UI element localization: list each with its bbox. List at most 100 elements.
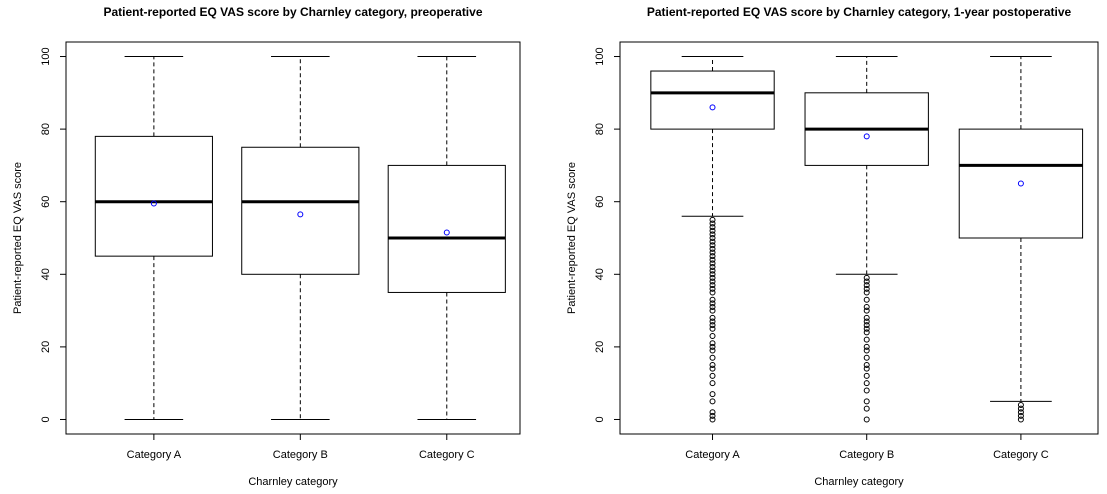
outlier xyxy=(709,409,716,416)
chart-title: Patient-reported EQ VAS score by Charnle… xyxy=(647,5,1072,19)
outlier xyxy=(863,398,870,405)
y-tick-label: 100 xyxy=(594,47,606,65)
outlier xyxy=(1017,405,1024,412)
outlier xyxy=(863,285,870,292)
y-tick-label: 0 xyxy=(40,416,52,422)
outlier xyxy=(709,300,716,307)
outlier xyxy=(709,242,716,249)
outlier xyxy=(709,307,716,314)
chart-title: Patient-reported EQ VAS score by Charnle… xyxy=(103,5,482,19)
outlier xyxy=(709,365,716,372)
outlier xyxy=(709,271,716,278)
outlier xyxy=(709,343,716,350)
mean xyxy=(1017,180,1024,187)
mean xyxy=(150,200,157,207)
outlier xyxy=(709,231,716,238)
outlier xyxy=(863,387,870,394)
outlier xyxy=(709,314,716,321)
y-tick-label: 20 xyxy=(40,341,52,353)
mean xyxy=(863,133,870,140)
outlier xyxy=(709,398,716,405)
outlier xyxy=(709,245,716,252)
outlier xyxy=(709,274,716,281)
outlier xyxy=(863,289,870,296)
x-axis-label: Charnley category xyxy=(814,476,904,488)
outlier xyxy=(709,354,716,361)
y-axis-label: Patient-reported EQ VAS score xyxy=(12,162,24,314)
y-tick-label: 100 xyxy=(40,47,52,65)
outlier xyxy=(709,285,716,292)
mean xyxy=(709,104,716,111)
y-tick-label: 60 xyxy=(594,196,606,208)
plot-frame xyxy=(65,41,521,435)
outlier xyxy=(1017,416,1024,423)
outlier xyxy=(863,416,870,423)
outlier xyxy=(709,296,716,303)
outlier xyxy=(863,362,870,369)
outlier xyxy=(709,256,716,263)
x-axis-label: Charnley category xyxy=(248,476,338,488)
outlier xyxy=(863,347,870,354)
outlier xyxy=(863,325,870,332)
outlier xyxy=(1017,412,1024,419)
outlier xyxy=(863,274,870,281)
plot-frame xyxy=(619,41,1099,435)
x-tick-label: Category A xyxy=(685,449,740,461)
y-tick-label: 0 xyxy=(594,416,606,422)
outlier xyxy=(1017,409,1024,416)
mean xyxy=(443,229,450,236)
outlier xyxy=(709,278,716,285)
outlier xyxy=(709,362,716,369)
box xyxy=(94,135,213,257)
outlier xyxy=(863,307,870,314)
outlier xyxy=(709,235,716,241)
outlier xyxy=(709,220,716,227)
mean xyxy=(297,211,304,218)
outlier xyxy=(709,260,716,267)
x-tick-label: Category C xyxy=(993,449,1049,461)
outlier xyxy=(863,296,870,303)
box xyxy=(958,128,1084,239)
box xyxy=(241,146,360,275)
outlier xyxy=(709,322,716,329)
outlier xyxy=(863,372,870,379)
outlier xyxy=(709,289,716,296)
outlier xyxy=(709,347,716,354)
outlier xyxy=(709,282,716,289)
outlier xyxy=(863,365,870,372)
outlier xyxy=(709,303,716,310)
x-tick-label: Category A xyxy=(127,449,182,461)
x-tick-label: Category C xyxy=(419,449,475,461)
box xyxy=(387,164,506,293)
outlier xyxy=(1017,401,1024,408)
outlier xyxy=(863,322,870,329)
outlier xyxy=(709,267,716,274)
x-tick-label: Category B xyxy=(839,449,894,461)
y-tick-label: 80 xyxy=(594,123,606,135)
outlier xyxy=(709,325,716,332)
outlier xyxy=(709,372,716,379)
outlier xyxy=(709,249,716,256)
outlier xyxy=(709,391,716,398)
y-tick-label: 80 xyxy=(40,123,52,135)
outlier xyxy=(863,343,870,350)
outlier xyxy=(863,278,870,285)
outlier xyxy=(709,216,716,223)
y-tick-label: 20 xyxy=(594,341,606,353)
outlier xyxy=(863,405,870,412)
outlier xyxy=(863,336,870,343)
outlier xyxy=(863,314,870,321)
outlier xyxy=(709,224,716,231)
outlier xyxy=(709,333,716,339)
outlier xyxy=(709,318,716,325)
outlier xyxy=(863,282,870,289)
outlier xyxy=(709,264,716,271)
outlier xyxy=(709,412,716,419)
outlier xyxy=(863,303,870,310)
x-tick-label: Category B xyxy=(273,449,328,461)
outlier xyxy=(709,416,716,423)
outlier xyxy=(709,380,716,387)
outlier xyxy=(709,227,716,234)
y-tick-label: 40 xyxy=(40,268,52,280)
